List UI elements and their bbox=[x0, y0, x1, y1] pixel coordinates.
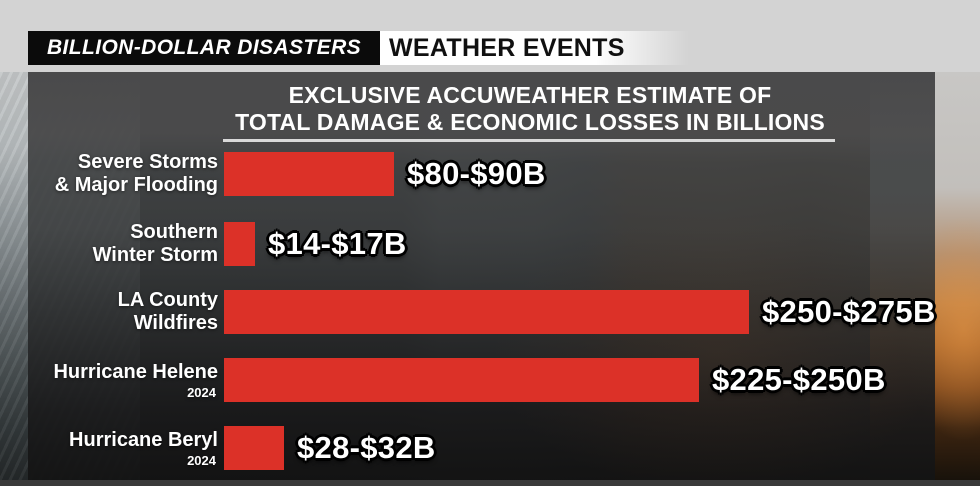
disaster-name: Hurricane Helene bbox=[53, 360, 218, 383]
topic-badge-label: BILLION-DOLLAR DISASTERS bbox=[46, 36, 362, 59]
chart-title-line2: TOTAL DAMAGE & ECONOMIC LOSSES IN BILLIO… bbox=[235, 109, 825, 135]
damage-range-label: $14-$17B bbox=[268, 226, 407, 261]
row-label: Hurricane Helene 2024 bbox=[28, 358, 218, 402]
damage-range-label: $225-$250B bbox=[712, 362, 886, 397]
damage-range-label: $28-$32B bbox=[297, 430, 436, 465]
disaster-name: Hurricane Beryl bbox=[69, 428, 218, 451]
damage-bar bbox=[224, 358, 699, 402]
damage-bar bbox=[224, 222, 255, 266]
damage-bar bbox=[224, 426, 284, 470]
chart-title-line1: EXCLUSIVE ACCUWEATHER ESTIMATE OF bbox=[288, 82, 772, 108]
disaster-name: Southern Winter Storm bbox=[92, 221, 218, 266]
damage-bar bbox=[224, 152, 394, 196]
chart-row-4: Hurricane Helene 2024 $225-$250B bbox=[28, 358, 935, 402]
chart-row-2: Southern Winter Storm $14-$17B bbox=[28, 221, 935, 266]
row-label: LA County Wildfires bbox=[28, 289, 218, 334]
disaster-year: 2024 bbox=[187, 452, 216, 468]
category-tab: WEATHER EVENTS bbox=[380, 31, 689, 65]
row-label: Southern Winter Storm bbox=[28, 221, 218, 266]
chart-row-1: Severe Storms & Major Flooding $80-$90B bbox=[28, 151, 935, 196]
damage-bar bbox=[224, 290, 749, 334]
row-label: Severe Storms & Major Flooding bbox=[28, 151, 218, 196]
topic-badge: BILLION-DOLLAR DISASTERS bbox=[28, 31, 380, 65]
disaster-name: LA County Wildfires bbox=[117, 289, 218, 334]
bar-chart: Severe Storms & Major Flooding $80-$90B So… bbox=[28, 72, 935, 486]
title-underline bbox=[223, 139, 835, 142]
disaster-year: 2024 bbox=[187, 384, 216, 400]
row-label: Hurricane Beryl 2024 bbox=[28, 426, 218, 470]
disaster-name: Severe Storms & Major Flooding bbox=[54, 151, 218, 196]
bottom-edge-strip bbox=[0, 480, 980, 486]
chart-panel: EXCLUSIVE ACCUWEATHER ESTIMATE OF TOTAL … bbox=[28, 72, 935, 486]
chart-title: EXCLUSIVE ACCUWEATHER ESTIMATE OF TOTAL … bbox=[120, 82, 940, 136]
chart-row-5: Hurricane Beryl 2024 $28-$32B bbox=[28, 426, 935, 470]
header-bar: BILLION-DOLLAR DISASTERS WEATHER EVENTS bbox=[28, 31, 689, 65]
category-label: WEATHER EVENTS bbox=[389, 33, 625, 62]
chart-row-3: LA County Wildfires $250-$275B bbox=[28, 289, 936, 334]
damage-range-label: $80-$90B bbox=[407, 156, 546, 191]
damage-range-label: $250-$275B bbox=[762, 294, 936, 329]
